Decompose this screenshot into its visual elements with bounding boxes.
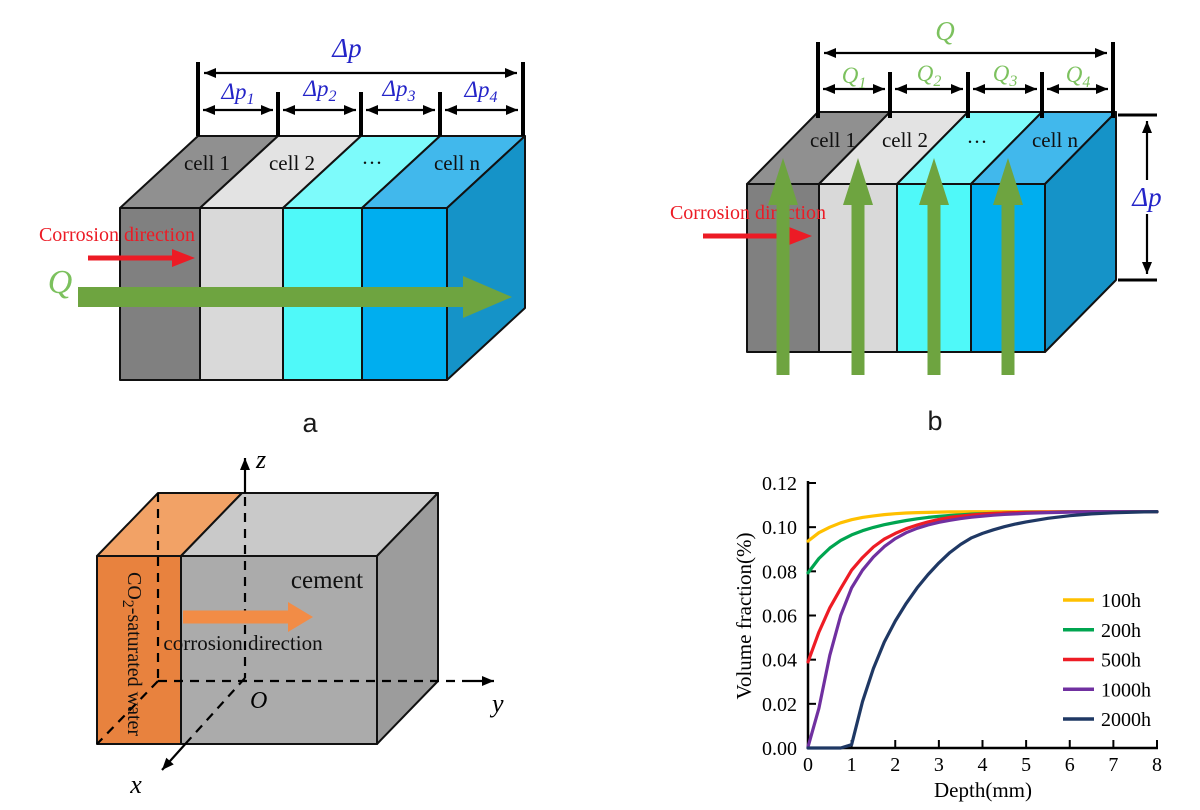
cell2-label-a: cell 2 (269, 151, 315, 175)
y-tick-label: 0.02 (762, 694, 797, 716)
corrosion-direction-label-b: Corrosion direction (670, 202, 826, 224)
dimension-b-top: Q Q1 Q2 Q3 Q4 (816, 16, 1115, 118)
dp-side-label: Δp (1131, 182, 1161, 212)
chart-xlabel: Depth(mm) (934, 778, 1032, 802)
y-tick-label: 0.04 (762, 650, 797, 672)
panel-b: Q Q1 Q2 Q3 Q4 Δp cell 1 cell 2 ··· cell … (670, 16, 1162, 436)
dots-label-b: ··· (967, 130, 988, 154)
x-tick-label: 4 (978, 754, 988, 776)
flow-q-label-a: Q (48, 264, 73, 301)
flow-arrow-b-3 (919, 158, 949, 375)
flow-arrow-a (78, 276, 512, 318)
flow-arrows-b (768, 158, 1023, 375)
x-tick-label: 2 (890, 754, 900, 776)
y-tick-label: 0.00 (762, 738, 797, 760)
corrosion-direction-label-c: corrosion direction (163, 631, 323, 655)
legend-label-2000h: 2000h (1101, 709, 1151, 731)
celln-label-a: cell n (434, 151, 481, 175)
corrosion-arrowhead-a (172, 249, 195, 267)
cell1-label-a: cell 1 (184, 151, 230, 175)
legend-label-1000h: 1000h (1101, 679, 1151, 701)
panel-a-letter: a (302, 408, 318, 438)
curve-200h (806, 510, 1159, 575)
chart-yticks: 0.00 0.02 0.04 0.06 0.08 0.10 0.12 (762, 473, 816, 760)
x-tick-label: 1 (847, 754, 857, 776)
flow-arrow-b-1 (768, 158, 798, 375)
chart-curves (806, 510, 1159, 750)
x-axis-arrow (161, 740, 189, 771)
y-axis-label: y (489, 689, 504, 718)
dp1-label: Δp1 (221, 79, 255, 108)
x-tick-label: 6 (1065, 754, 1075, 776)
hidden-edges (96, 493, 462, 745)
dots-label-a: ··· (362, 151, 383, 175)
cement-front-face (180, 555, 378, 745)
origin-label: O (250, 688, 267, 714)
curve-2000h (806, 510, 1159, 750)
cement-label: cement (291, 567, 363, 594)
x-tick-label: 3 (934, 754, 944, 776)
chart-xticks: 0 1 2 3 4 5 6 7 8 (803, 740, 1162, 776)
y-tick-label: 0.12 (762, 473, 797, 495)
celln-label-b: cell n (1032, 128, 1079, 152)
dimension-a: Δp Δp1 Δp2 Δp3 Δp4 (196, 33, 525, 136)
x-tick-label: 8 (1152, 754, 1162, 776)
q1-label: Q1 (842, 63, 867, 92)
legend-label-100h: 100h (1101, 590, 1141, 612)
q2-label: Q2 (917, 61, 942, 90)
corrosion-arrowhead-b (789, 227, 812, 245)
legend-label-200h: 200h (1101, 620, 1141, 642)
flow-arrow-b-2 (843, 158, 873, 375)
y-tick-label: 0.08 (762, 561, 797, 583)
x-axis-label: x (129, 770, 142, 799)
z-axis-label: z (255, 445, 266, 474)
dp2-label: Δp2 (303, 76, 337, 105)
co2-water-label: CO2-saturated water (119, 572, 145, 736)
cell1-label-b: cell 1 (810, 128, 856, 152)
panel-a: Δp Δp1 Δp2 Δp3 Δp4 cell 1 cell 2 ··· cel… (39, 33, 526, 438)
q3-label: Q3 (993, 61, 1018, 90)
dp3-label: Δp3 (382, 76, 416, 105)
y-tick-label: 0.10 (762, 517, 797, 539)
cell2-label-b: cell 2 (882, 128, 928, 152)
chart-ylabel: Volume fraction(%) (732, 533, 756, 700)
x-tick-label: 0 (803, 754, 813, 776)
flow-arrow-b-4 (993, 158, 1023, 375)
legend-label-500h: 500h (1101, 650, 1141, 672)
corrosion-direction-label-a: Corrosion direction (39, 224, 195, 246)
panel-c: z y x O cement corrosion direction CO2-s… (96, 445, 504, 799)
chart-legend: 100h 200h 500h 1000h 2000h (1063, 590, 1151, 731)
curve-1000h (806, 510, 1159, 749)
axes-c: z y x O (129, 445, 504, 799)
y-tick-label: 0.06 (762, 606, 797, 628)
q4-label: Q4 (1066, 62, 1091, 91)
corrosion-arrowhead-c (288, 602, 313, 632)
x-tick-label: 5 (1021, 754, 1031, 776)
dimension-b-right: Δp (1118, 113, 1162, 282)
dp4-label: Δp4 (464, 77, 498, 106)
dp-total-label: Δp (331, 33, 361, 63)
chart: 0 1 2 3 4 5 6 7 8 0.00 0.02 0.04 0.06 0.08 0.10 0.12 1… (732, 473, 1162, 802)
x-tick-label: 7 (1108, 754, 1118, 776)
panel-b-letter: b (927, 406, 942, 436)
water-front-face (96, 555, 182, 745)
q-total-label: Q (935, 16, 955, 46)
